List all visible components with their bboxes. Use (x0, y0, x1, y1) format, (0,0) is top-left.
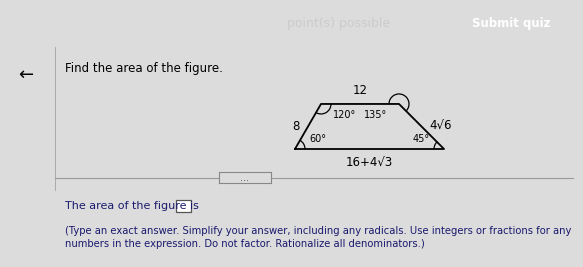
Text: 60°: 60° (309, 134, 326, 144)
Text: Find the area of the figure.: Find the area of the figure. (65, 62, 223, 75)
Text: 4√6: 4√6 (430, 120, 452, 133)
FancyBboxPatch shape (175, 200, 191, 212)
Text: .: . (192, 201, 196, 211)
Text: 12: 12 (353, 84, 367, 97)
Text: numbers in the expression. Do not factor. Rationalize all denominators.): numbers in the expression. Do not factor… (65, 239, 425, 249)
Text: point(s) possible: point(s) possible (287, 17, 389, 30)
Text: The area of the figure is: The area of the figure is (65, 201, 199, 211)
Text: (Type an exact answer. Simplify your answer, including any radicals. Use integer: (Type an exact answer. Simplify your ans… (65, 226, 571, 236)
Text: ←: ← (18, 66, 33, 84)
Text: 135°: 135° (364, 110, 387, 120)
Text: 16+4√3: 16+4√3 (346, 157, 393, 170)
Text: 8: 8 (293, 120, 300, 133)
Text: 120°: 120° (333, 110, 356, 120)
Text: ...: ... (240, 173, 250, 183)
Text: Submit quiz: Submit quiz (472, 17, 551, 30)
Text: 45°: 45° (413, 134, 430, 144)
